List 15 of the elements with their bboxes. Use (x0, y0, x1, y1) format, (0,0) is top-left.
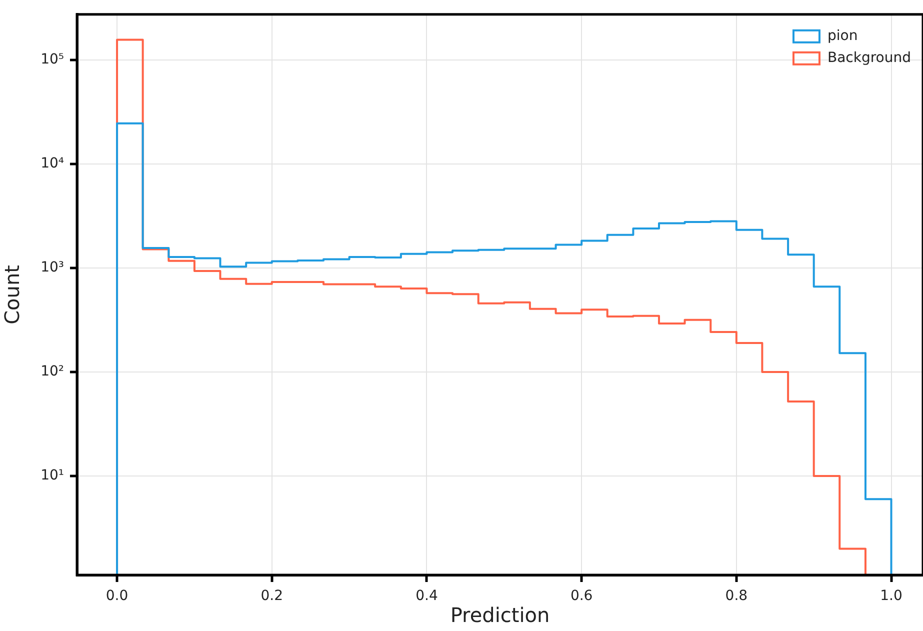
legend-label: pion (827, 28, 858, 44)
y-tick-label: 10⁵ (40, 51, 64, 68)
y-axis-title: Count (0, 264, 24, 324)
y-tick-label: 10⁴ (40, 155, 64, 172)
legend-label: Background (827, 50, 912, 66)
x-tick-label: 0.4 (416, 588, 438, 604)
y-tick-label: 10¹ (40, 468, 64, 484)
y-tick-label: 10² (40, 364, 64, 380)
x-tick-label: 0.8 (725, 588, 748, 604)
x-tick-label: 0.2 (260, 588, 284, 604)
y-tick-label: 10³ (40, 260, 64, 276)
x-tick-label: 0.0 (106, 588, 128, 604)
x-tick-label: 1.0 (880, 588, 902, 604)
x-axis-title: Prediction (450, 603, 550, 628)
x-tick-label: 0.6 (570, 588, 593, 604)
